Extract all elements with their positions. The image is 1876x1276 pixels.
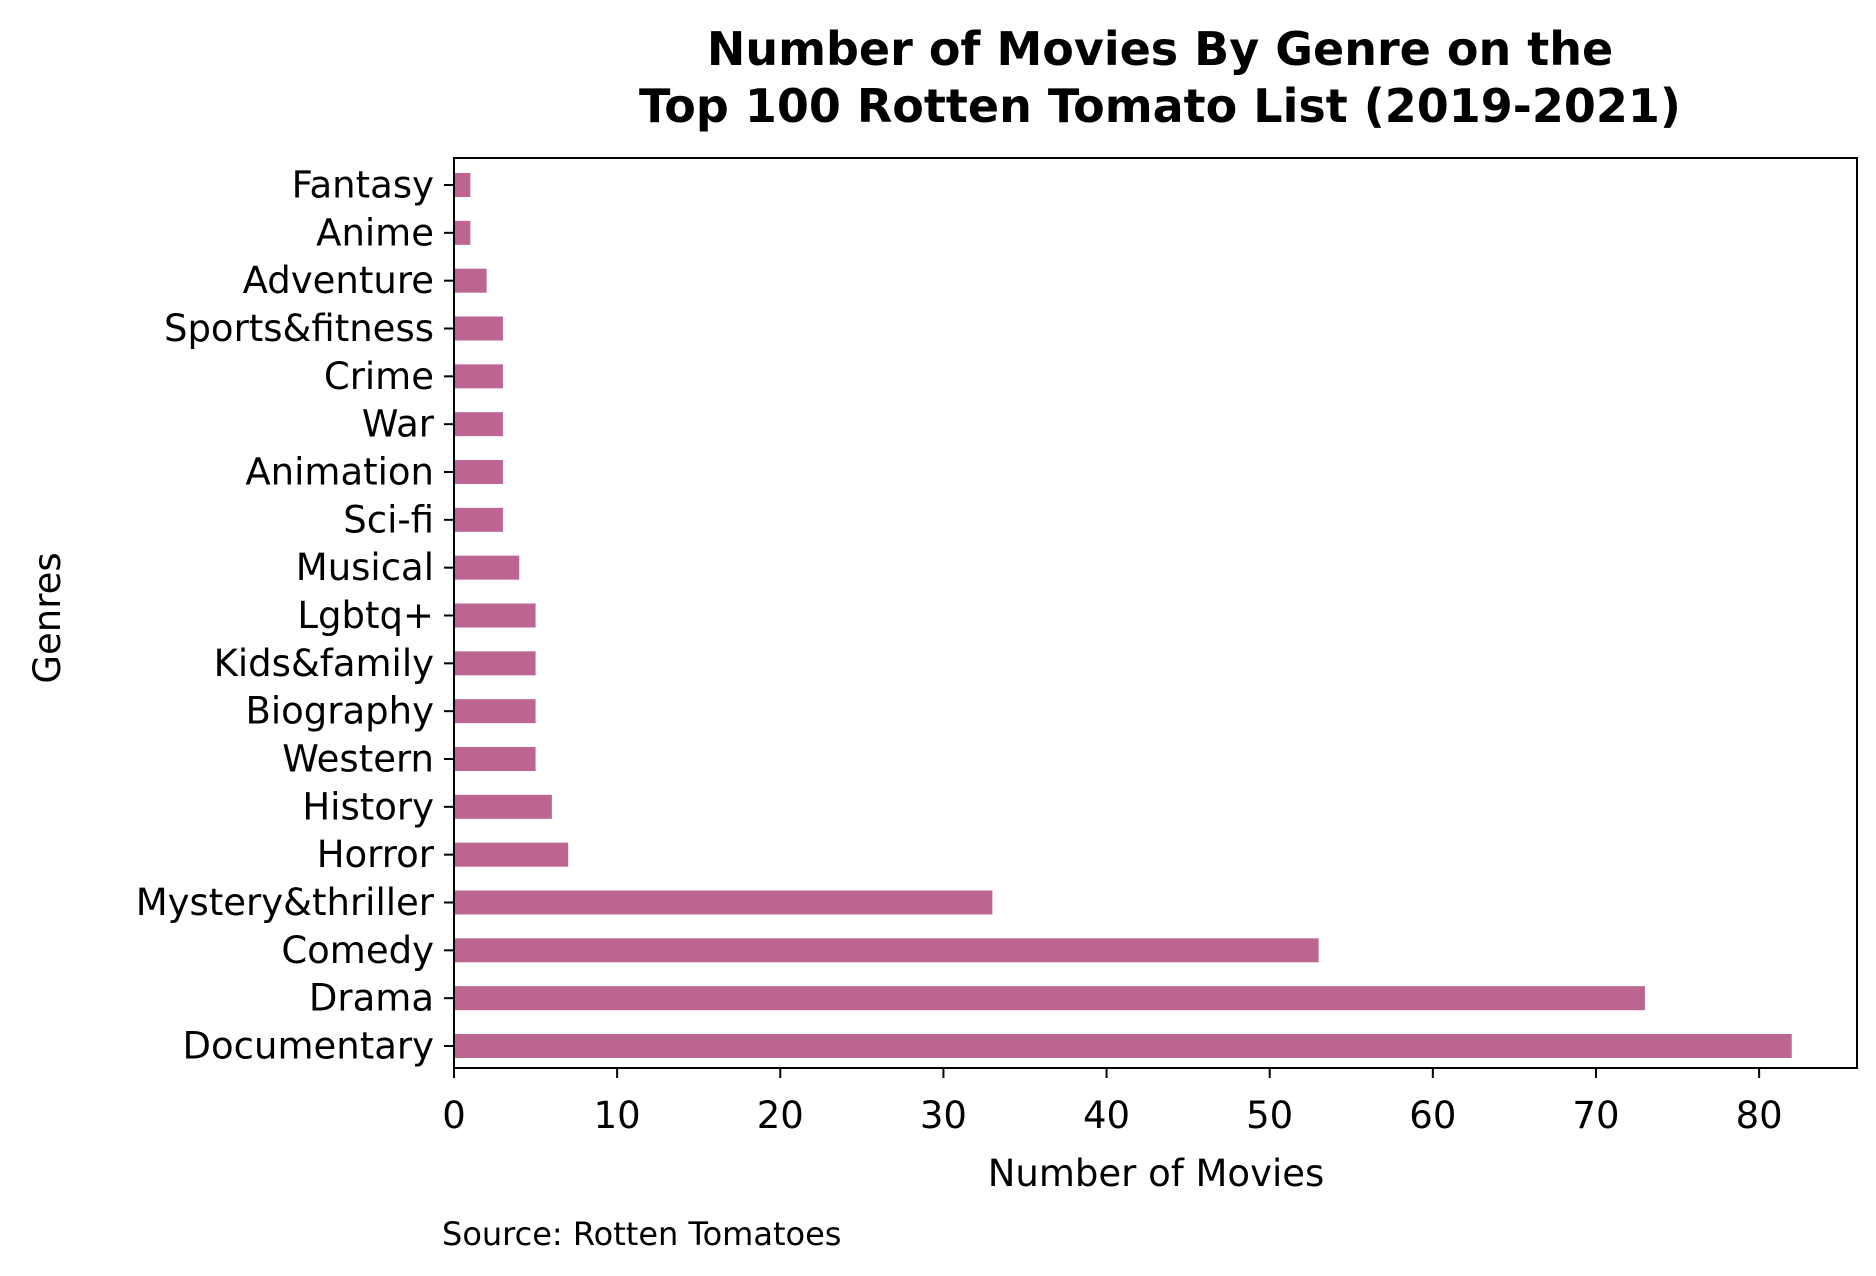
y-tick-label: Anime — [316, 211, 434, 254]
bar — [454, 938, 1319, 963]
y-tick-label: War — [362, 403, 435, 446]
x-axis-ticks: 0 10 20 30 40 50 60 70 80 — [442, 1068, 1783, 1137]
chart-title-line-1: Number of Movies By Genre on the — [707, 22, 1613, 76]
x-tick-label: 40 — [1083, 1094, 1130, 1137]
bar — [454, 173, 471, 197]
bars-group — [454, 173, 1792, 1058]
bar — [454, 364, 503, 389]
bar — [454, 699, 536, 724]
y-tick-label: Biography — [245, 690, 434, 733]
source-note: Source: Rotten Tomatoes — [442, 1215, 841, 1253]
bar — [454, 507, 503, 532]
x-tick-label: 10 — [594, 1094, 641, 1137]
bar — [454, 890, 993, 915]
x-tick-label: 70 — [1572, 1094, 1619, 1137]
x-tick-label: 30 — [920, 1094, 967, 1137]
y-tick-label: Lgbtq+ — [297, 594, 434, 637]
y-tick-label: Adventure — [243, 259, 434, 302]
y-tick-label: Horror — [317, 833, 435, 876]
bar — [454, 268, 487, 293]
y-tick-label: History — [302, 785, 434, 828]
bar — [454, 747, 536, 771]
bar — [454, 316, 503, 341]
y-axis-ticks: Documentary Drama Comedy Mystery&thriller Ho… — [136, 164, 454, 1068]
x-tick-label: 20 — [757, 1094, 804, 1137]
bar — [454, 603, 536, 628]
y-tick-label: Mystery&thriller — [136, 881, 435, 924]
y-tick-label: Animation — [245, 451, 434, 494]
y-tick-label: Western — [282, 738, 434, 781]
bar — [454, 651, 536, 676]
bar — [454, 1034, 1792, 1058]
bar — [454, 986, 1645, 1011]
chart-title-line-2: Top 100 Rotten Tomato List (2019-2021) — [639, 79, 1681, 133]
y-tick-label: Drama — [309, 977, 434, 1020]
y-tick-label: Sci-fi — [343, 498, 434, 541]
y-tick-label: Documentary — [183, 1025, 434, 1068]
y-tick-label: Musical — [296, 546, 434, 589]
plot-frame — [453, 157, 1858, 1069]
x-tick-label: 60 — [1409, 1094, 1456, 1137]
bar — [454, 555, 520, 580]
y-tick-label: Kids&family — [214, 642, 434, 685]
bar — [454, 460, 503, 484]
x-tick-label: 0 — [442, 1094, 466, 1137]
y-tick-label: Crime — [324, 355, 434, 398]
y-axis-label: Genres — [26, 552, 69, 683]
bar — [454, 220, 471, 245]
y-tick-label: Comedy — [281, 929, 434, 972]
y-tick-label: Sports&fitness — [164, 307, 434, 350]
y-tick-label: Fantasy — [292, 164, 434, 207]
x-tick-label: 80 — [1736, 1094, 1783, 1137]
bar — [454, 842, 569, 867]
x-tick-label: 50 — [1246, 1094, 1293, 1137]
bar — [454, 412, 503, 437]
bar — [454, 794, 552, 819]
x-axis-label: Number of Movies — [988, 1152, 1325, 1195]
